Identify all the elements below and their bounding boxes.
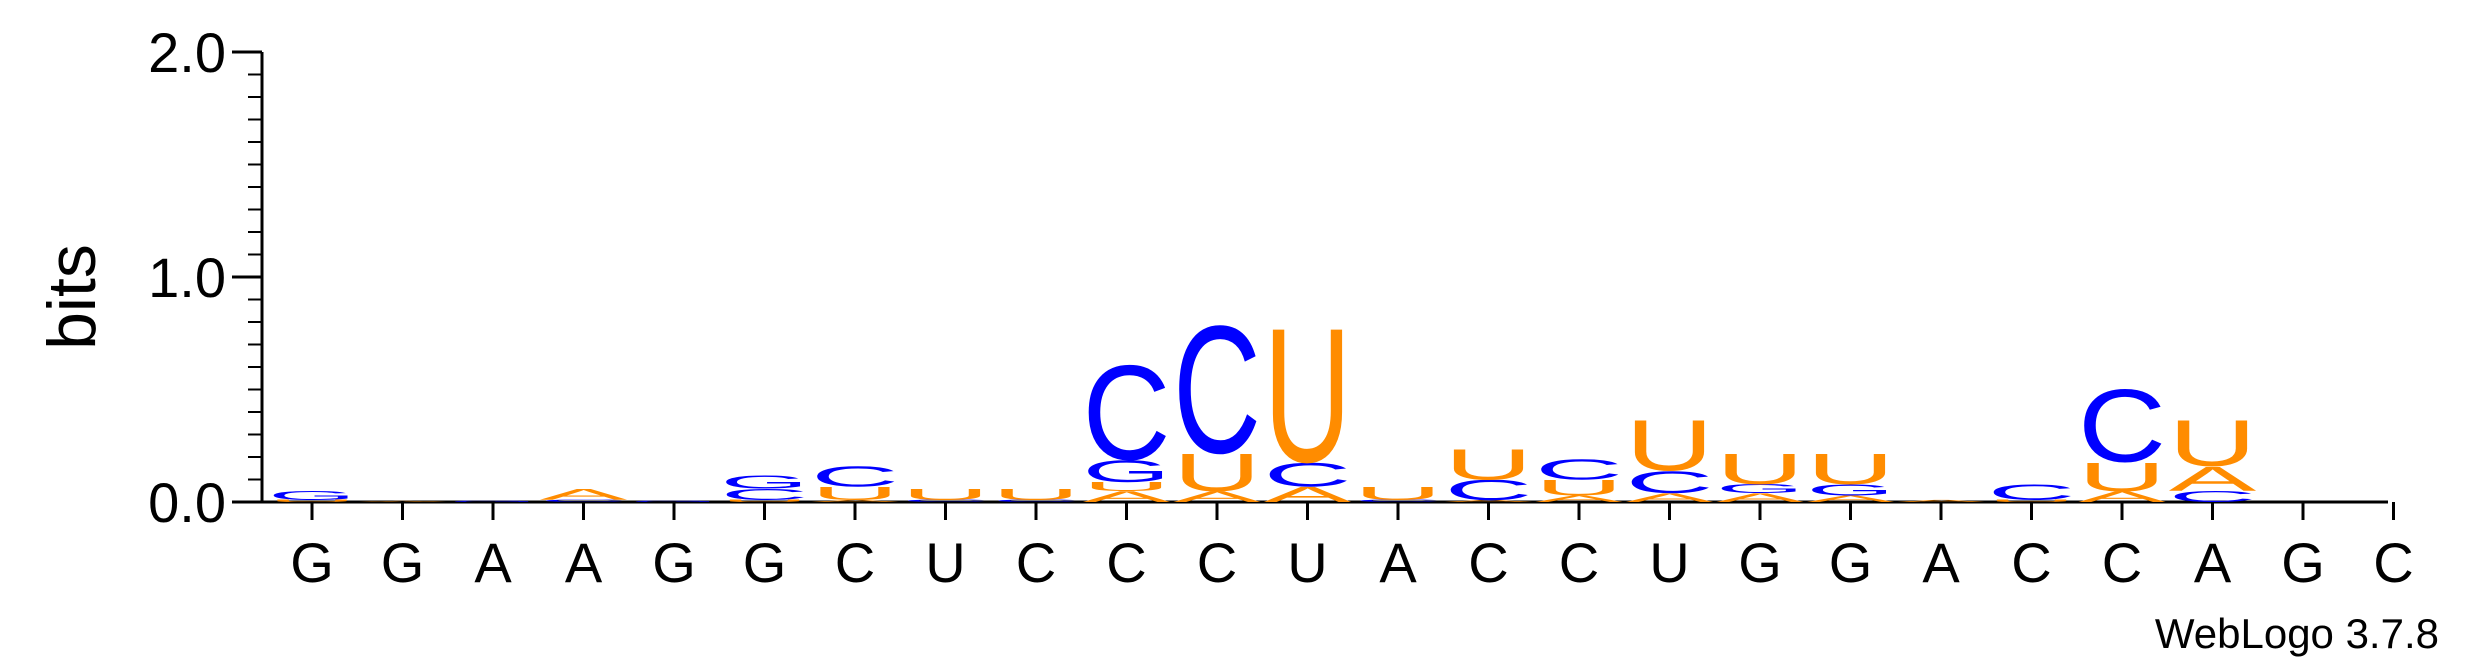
logo-letter-U: U: [1173, 442, 1261, 502]
logo-letter-U: U: [902, 486, 990, 504]
x-tick-label: G: [1829, 531, 1873, 594]
logo-letter-C: C: [2078, 368, 2166, 483]
x-tick-label: A: [565, 531, 603, 594]
logo-letter-C: C: [1987, 480, 2075, 505]
y-tick-label: 1.0: [148, 246, 226, 309]
logo-letter-A: A: [2169, 460, 2257, 499]
y-tick-label: 2.0: [148, 21, 226, 84]
logo-letter-C: C: [2169, 488, 2257, 506]
x-tick-label: C: [1468, 531, 1508, 594]
logo-letter-A: A: [1445, 499, 1533, 503]
logo-letter-A: A: [1173, 488, 1261, 506]
logo-letter-A: A: [1716, 491, 1805, 505]
logo-letter-C: C: [1082, 338, 1170, 488]
logo-letter-C: C: [721, 486, 809, 504]
x-tick-label: U: [1287, 531, 1327, 594]
x-tick-label: G: [743, 531, 787, 594]
logo-letter-U: U: [992, 486, 1080, 504]
logo-letter-G: G: [630, 501, 718, 503]
logo-letter-U: U: [1354, 483, 1442, 504]
logo-letter-G: G: [449, 501, 537, 503]
logo-letter-G: G: [721, 472, 809, 493]
logo-letter-G: G: [1716, 482, 1804, 496]
x-tick-label: C: [1106, 531, 1146, 594]
logo-letter-U: U: [2078, 454, 2166, 499]
x-tick-label: C: [1197, 531, 1237, 594]
logo-letter-C: C: [539, 499, 627, 503]
x-tick-label: A: [1922, 531, 1960, 594]
logo-letter-C: C: [1625, 464, 1713, 499]
weblogo-credit: WebLogo 3.7.8: [2154, 610, 2439, 657]
x-tick-label: C: [2011, 531, 2051, 594]
logo-letter-A: A: [1535, 493, 1623, 504]
logo-letter-U: U: [811, 483, 899, 504]
x-tick-label: C: [2373, 531, 2413, 594]
logo-letter-A: A: [1264, 482, 1352, 507]
y-tick-label: 0.0: [148, 471, 226, 534]
x-tick-label: A: [1379, 531, 1417, 594]
y-axis-ticks: 0.0 1.0 2.0: [148, 21, 262, 534]
y-axis-title: bits: [34, 244, 110, 350]
logo-letter-G: G: [1807, 481, 1895, 499]
logo-letter-A: A: [1626, 491, 1715, 505]
logo-letter-U: U: [1263, 290, 1351, 504]
logo-letter-U: U: [1807, 445, 1895, 494]
x-tick-label: A: [474, 531, 512, 594]
logo-letter-U: U: [2169, 406, 2257, 480]
logo-letter-C: C: [992, 499, 1080, 503]
x-tick-label: A: [2194, 531, 2232, 594]
logo-letter-U: U: [1716, 445, 1804, 494]
logo-letter-A: A: [1897, 499, 1985, 503]
logo-letter-A: A: [1083, 488, 1171, 506]
logo-letter-C: C: [1173, 288, 1261, 491]
x-tick-label: C: [835, 531, 875, 594]
logo-letter-A: A: [811, 499, 899, 503]
x-tick-label: C: [1559, 531, 1599, 594]
logo-letter-C: C: [811, 461, 899, 493]
logo-letter-A: A: [1807, 493, 1895, 504]
logo-letter-U: U: [1987, 499, 2075, 503]
logo-letter-U: U: [1445, 440, 1533, 489]
logo-letter-C: C: [1445, 474, 1533, 506]
x-tick-label: C: [2102, 531, 2142, 594]
logo-letter-C: C: [1354, 499, 1442, 503]
logo-letter-U: U: [268, 499, 356, 503]
logo-letter-U: U: [1083, 480, 1171, 494]
x-tick-label: U: [1649, 531, 1689, 594]
logo-letter-U: U: [720, 499, 808, 503]
x-tick-label: U: [925, 531, 965, 594]
logo-letter-A: A: [359, 501, 447, 503]
x-tick-label: G: [652, 531, 696, 594]
x-tick-label: G: [2281, 531, 2325, 594]
x-tick-label: G: [381, 531, 425, 594]
logo-letter-A: A: [2078, 488, 2166, 506]
logo-letter-C: C: [901, 499, 989, 503]
logo-letter-U: U: [1626, 406, 1714, 487]
logo-letter-C: C: [1535, 454, 1623, 486]
x-tick-label: G: [290, 531, 334, 594]
logo-letter-U: U: [1535, 475, 1623, 500]
logo-letter-G: G: [268, 489, 356, 503]
logo-letter-C: C: [1264, 455, 1352, 494]
logo-letter-G: G: [1083, 453, 1171, 488]
x-tick-label: C: [1016, 531, 1056, 594]
logo-letter-A: A: [540, 485, 628, 503]
x-tick-label: G: [1738, 531, 1782, 594]
